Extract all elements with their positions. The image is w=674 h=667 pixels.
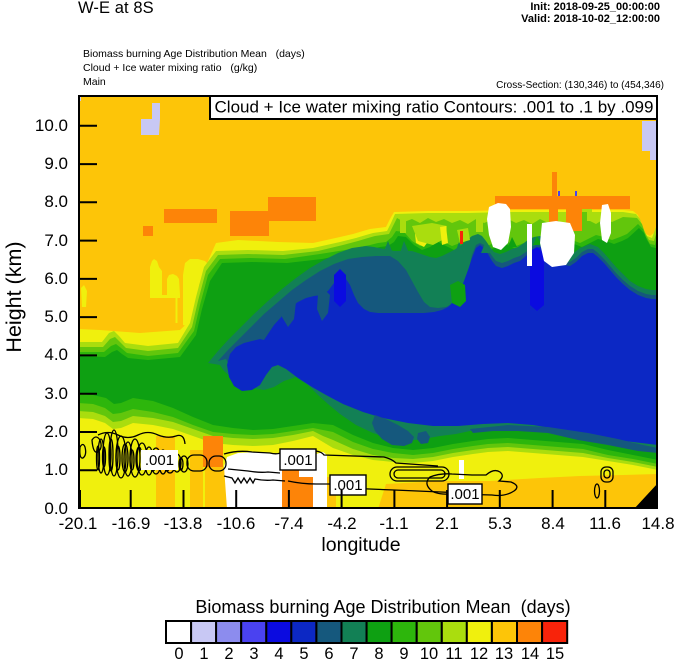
- svg-text:.001: .001: [145, 452, 174, 469]
- svg-text:.001: .001: [283, 452, 312, 469]
- svg-text:.001: .001: [450, 486, 479, 503]
- svg-text:Cloud + Ice water mixing ratio: Cloud + Ice water mixing ratio Contours:…: [215, 98, 654, 117]
- svg-text:.001: .001: [333, 477, 362, 494]
